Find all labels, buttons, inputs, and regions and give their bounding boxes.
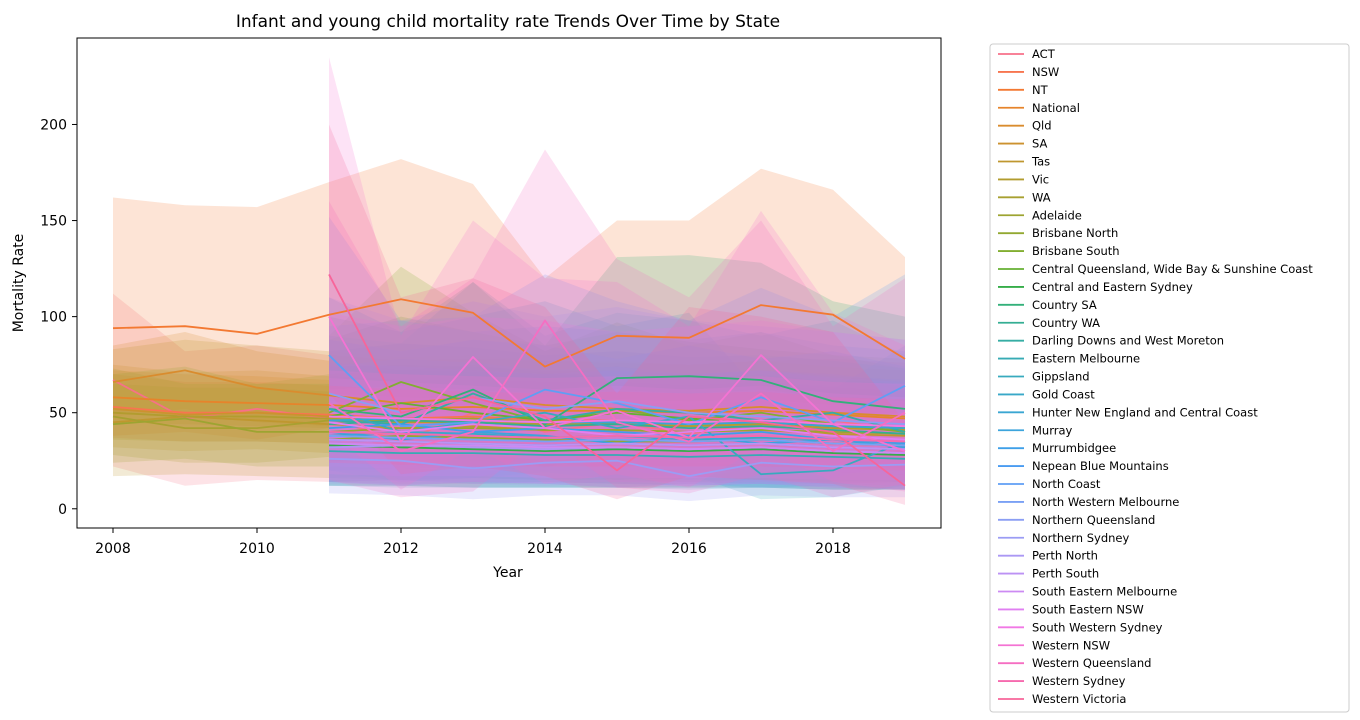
legend-item-label: South Eastern NSW <box>1032 602 1144 616</box>
legend-item-label: Tas <box>1031 155 1050 169</box>
legend-item-label: South Eastern Melbourne <box>1032 585 1177 599</box>
legend-item-label: Gold Coast <box>1032 387 1095 401</box>
legend-item-label: Murray <box>1032 423 1073 437</box>
line-series-24 <box>328 354 906 428</box>
legend-item-label: Brisbane North <box>1032 226 1118 240</box>
x-axis-label: Year <box>492 565 523 581</box>
legend-item-label: North Coast <box>1032 477 1101 491</box>
legend-item-label: Western NSW <box>1032 638 1110 652</box>
legend-item-label: Central Queensland, Wide Bay & Sunshine … <box>1032 262 1313 276</box>
legend-item-label: Central and Eastern Sydney <box>1032 280 1193 294</box>
y-tick-label: 150 <box>40 214 67 230</box>
legend-item-label: Northern Sydney <box>1032 531 1129 545</box>
y-tick-label: 0 <box>58 502 67 518</box>
line-series-17 <box>328 450 906 460</box>
legend-item-label: NT <box>1032 83 1049 97</box>
legend-item-label: Country SA <box>1032 298 1097 312</box>
band-series-2 <box>113 159 905 455</box>
line-series-32 <box>328 415 906 428</box>
x-tick-label: 2012 <box>383 541 419 557</box>
legend-frame <box>989 43 1350 713</box>
y-tick-label: 200 <box>40 117 67 133</box>
x-axis: 2008 2010 2012 2014 2016 2018 <box>95 528 851 557</box>
line-series-3 <box>112 396 906 420</box>
legend-item-label: Darling Downs and West Moreton <box>1032 334 1224 348</box>
y-axis: 0 50 100 150 200 <box>40 117 77 518</box>
x-tick-label: 2014 <box>527 541 563 557</box>
band-series-3 <box>113 370 905 438</box>
y-tick-label: 50 <box>49 406 67 422</box>
legend-item-label: ACT <box>1032 47 1056 61</box>
plot-frame <box>76 37 942 529</box>
line-series-9 <box>112 417 906 435</box>
line-series-35 <box>328 431 906 443</box>
line-series-13 <box>328 444 906 456</box>
legend-item-label: North Western Melbourne <box>1032 495 1179 509</box>
line-series-2 <box>112 298 906 368</box>
legend-item-label: Adelaide <box>1032 208 1082 222</box>
x-tick-label: 2016 <box>671 541 707 557</box>
band-series-24 <box>329 216 905 480</box>
line-series-36 <box>328 273 906 487</box>
x-tick-label: 2010 <box>239 541 275 557</box>
line-series-27 <box>328 457 906 478</box>
legend-item-label: National <box>1032 101 1080 115</box>
line-series-4 <box>112 369 906 418</box>
line-series-7 <box>112 411 906 431</box>
legend-item-label: Qld <box>1032 119 1052 133</box>
band-series-25 <box>329 393 905 475</box>
line-series-25 <box>328 434 906 447</box>
legend-item-label: Northern Queensland <box>1032 513 1155 527</box>
line-series-34 <box>328 319 906 453</box>
chart-title: Infant and young child mortality rate Tr… <box>236 12 780 32</box>
line-series-22 <box>328 423 906 445</box>
legend-item-label: Country WA <box>1032 316 1100 330</box>
legend-item-label: Murrumbidgee <box>1032 441 1116 455</box>
legend-item-label: Brisbane South <box>1032 244 1120 258</box>
legend-item-label: South Western Sydney <box>1032 620 1163 634</box>
legend-item-label: Hunter New England and Central Coast <box>1032 405 1258 419</box>
legend: ACT NSW NT National Qld SA Tas Vic WA Adelaide Bri… <box>989 43 1350 713</box>
legend-item-label: Vic <box>1032 172 1049 186</box>
legend-item-label: WA <box>1032 190 1051 204</box>
band-series-33 <box>329 57 905 492</box>
y-tick-label: 100 <box>40 310 67 326</box>
legend-item-label: Perth South <box>1032 567 1099 581</box>
legend-item-label: Nepean Blue Mountains <box>1032 459 1169 473</box>
band-series-6 <box>113 339 905 482</box>
band-series-14 <box>329 255 905 469</box>
legend-item-label: SA <box>1032 137 1048 151</box>
legend-item-label: NSW <box>1032 65 1059 79</box>
legend-item-label: Perth North <box>1032 549 1098 563</box>
legend-item-label: Western Victoria <box>1032 692 1126 706</box>
legend-item-label: Western Queensland <box>1032 656 1151 670</box>
x-tick-label: 2018 <box>815 541 851 557</box>
series-lines <box>112 273 906 487</box>
legend-item-label: Gippsland <box>1032 370 1090 384</box>
line-series-33 <box>328 316 906 452</box>
band-series-21 <box>329 339 905 490</box>
legend-item-label: Eastern Melbourne <box>1032 352 1140 366</box>
y-axis-label: Mortality Rate <box>11 234 27 333</box>
band-series-36 <box>329 124 905 505</box>
line-series-29 <box>328 438 906 451</box>
legend-item-label: Western Sydney <box>1032 674 1126 688</box>
band-series-11 <box>329 266 905 471</box>
x-tick-label: 2008 <box>95 541 131 557</box>
